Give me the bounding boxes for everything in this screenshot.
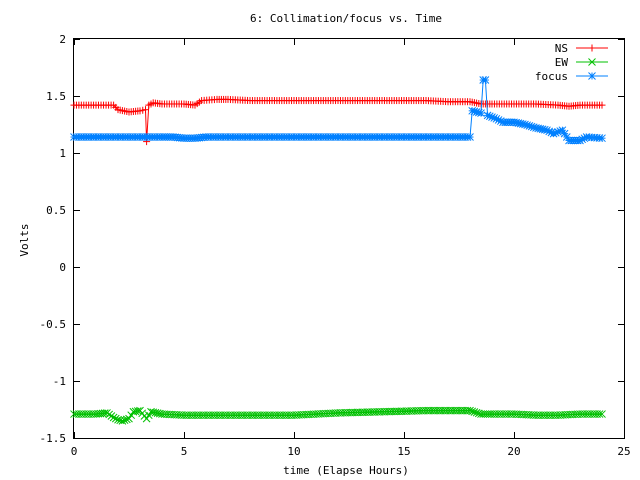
data-point xyxy=(598,101,606,109)
chart-title: 6: Collimation/focus vs. Time xyxy=(250,12,442,25)
data-point xyxy=(114,415,122,424)
data-point xyxy=(466,406,474,415)
data-point xyxy=(588,44,596,52)
legend-label: EW xyxy=(555,56,569,69)
y-tick-label: 2 xyxy=(59,33,66,46)
data-point xyxy=(477,109,485,117)
data-point xyxy=(468,407,477,416)
data-point xyxy=(100,409,109,418)
data-point xyxy=(120,416,129,424)
x-tick-label: 25 xyxy=(617,445,630,458)
x-tick-label: 5 xyxy=(181,445,188,458)
legend-item-ew: EW xyxy=(555,56,608,69)
data-point xyxy=(470,408,479,416)
data-point xyxy=(111,414,120,423)
legend-label: focus xyxy=(535,70,568,83)
x-axis-label: time (Elapse Hours) xyxy=(283,464,409,477)
legend-label: NS xyxy=(555,42,568,55)
data-point xyxy=(466,133,474,141)
legend-item-focus: focus xyxy=(535,70,608,83)
series-layer xyxy=(70,76,606,425)
data-point xyxy=(595,410,604,418)
x-tick-label: 10 xyxy=(287,445,300,458)
data-point xyxy=(118,417,127,425)
series-line xyxy=(74,79,603,141)
data-point xyxy=(109,413,118,422)
y-axis-label: Volts xyxy=(18,223,31,256)
data-point xyxy=(142,414,151,423)
data-point xyxy=(598,134,606,143)
data-point xyxy=(588,58,596,66)
data-point xyxy=(481,76,490,84)
axes: 0 5 10 15 20 25 -1.5 -1 -0.5 0 0.5 1 1.5 2 xyxy=(40,33,631,458)
data-point xyxy=(142,106,149,114)
series-ew xyxy=(70,406,606,425)
data-point xyxy=(472,408,481,417)
y-tick-label: 1 xyxy=(59,147,66,160)
y-tick-label: 0.5 xyxy=(46,204,66,217)
legend-item-ns: NS xyxy=(555,42,608,55)
y-tick-label: -1 xyxy=(53,375,66,388)
series-focus xyxy=(70,76,606,145)
x-tick-label: 15 xyxy=(397,445,410,458)
data-point xyxy=(598,410,606,418)
data-point xyxy=(133,407,142,415)
data-point xyxy=(588,72,596,80)
y-tick-label: -1.5 xyxy=(40,432,67,445)
series-ns xyxy=(70,95,606,146)
x-tick-label: 20 xyxy=(507,445,520,458)
x-tick-label: 0 xyxy=(71,445,78,458)
data-point xyxy=(125,414,133,423)
data-point xyxy=(144,411,153,420)
y-tick-label: -0.5 xyxy=(40,318,67,331)
y-tick-label: 0 xyxy=(59,261,66,274)
y-tick-label: 1.5 xyxy=(46,90,66,103)
plot-frame xyxy=(73,38,625,439)
